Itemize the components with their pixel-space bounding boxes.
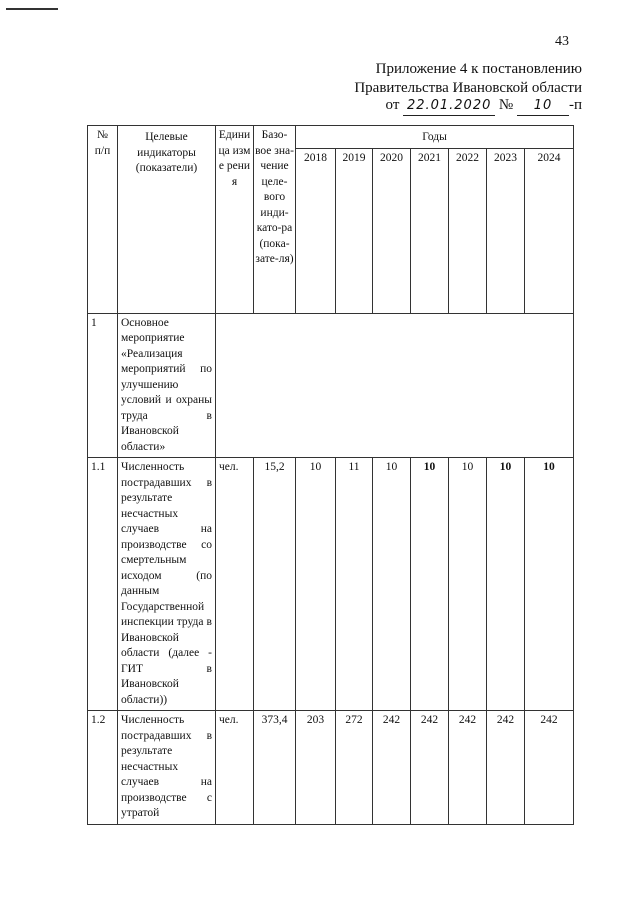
- table-row: 1.1 Численность пострадавших в результат…: [87, 457, 575, 711]
- row-indicator: Основное мероприятие «Реализация меропри…: [117, 312, 216, 458]
- row-value-2021: 242: [410, 710, 449, 825]
- table-row: 1.2 Численность пострадавших в результат…: [87, 710, 575, 825]
- row-value-2021: 10: [410, 457, 449, 711]
- row-value-2022: 10: [448, 457, 487, 711]
- row-value-2019: 11: [335, 457, 373, 711]
- indicators-table: № п/п Целевые индикаторы (показатели) Ед…: [87, 125, 575, 825]
- col-header-unit: Едини ца изме рения: [215, 125, 254, 314]
- row-unit: чел.: [215, 710, 254, 825]
- row-num: 1.1: [87, 457, 118, 711]
- appendix-date-line: от 22.01.2020 № 10 -п: [386, 96, 582, 116]
- row-value-2023: 10: [486, 457, 525, 711]
- row-value-2020: 242: [372, 710, 411, 825]
- row-value-2023: 242: [486, 710, 525, 825]
- row-indicator: Численность пострадавших в результате не…: [117, 457, 216, 711]
- handwritten-number: 10: [516, 96, 569, 116]
- row-value-2020: 10: [372, 457, 411, 711]
- table-row: 1 Основное мероприятие «Реализация мероп…: [87, 312, 575, 458]
- year-2023: 2023: [486, 147, 525, 314]
- appendix-title: Приложение 4 к постановлению: [375, 61, 582, 77]
- row-value-2018: 10: [295, 457, 336, 711]
- page-number: 43: [555, 34, 569, 49]
- row-value-2024: 10: [523, 457, 575, 711]
- col-header-num: № п/п: [87, 125, 118, 314]
- year-2020: 2020: [372, 147, 411, 314]
- row-num: 1: [87, 312, 118, 458]
- handwritten-date: 22.01.2020: [403, 96, 496, 116]
- row-indicator: Численность пострадавших в результате не…: [117, 710, 216, 825]
- year-2019: 2019: [335, 147, 373, 314]
- year-2022: 2022: [448, 147, 487, 314]
- number-label: №: [498, 97, 514, 113]
- appendix-authority: Правительства Ивановской области: [354, 80, 582, 96]
- row-empty-span: [214, 312, 575, 458]
- row-base: 15,2: [253, 457, 296, 711]
- years-row: 2018 2019 2020 2021 2022 2023 2024: [88, 147, 575, 314]
- col-header-indicator: Целевые индикаторы (показатели): [117, 125, 216, 314]
- header-row: № п/п Целевые индикаторы (показатели) Ед…: [87, 125, 575, 314]
- row-num: 1.2: [87, 710, 118, 825]
- row-unit: чел.: [215, 457, 254, 711]
- row-value-2022: 242: [448, 710, 487, 825]
- year-2024: 2024: [523, 147, 575, 314]
- number-suffix: -п: [568, 97, 582, 113]
- row-value-2024: 242: [523, 710, 575, 825]
- col-header-years: Годы: [294, 125, 575, 149]
- year-2021: 2021: [410, 147, 449, 314]
- col-header-base: Базо-вое зна-чение целе-вого инди-като-р…: [253, 125, 296, 314]
- top-rule: [6, 8, 58, 10]
- row-base: 373,4: [253, 710, 296, 825]
- from-label: от: [385, 97, 400, 113]
- year-2018: 2018: [295, 147, 336, 314]
- row-value-2019: 272: [335, 710, 373, 825]
- row-value-2018: 203: [295, 710, 336, 825]
